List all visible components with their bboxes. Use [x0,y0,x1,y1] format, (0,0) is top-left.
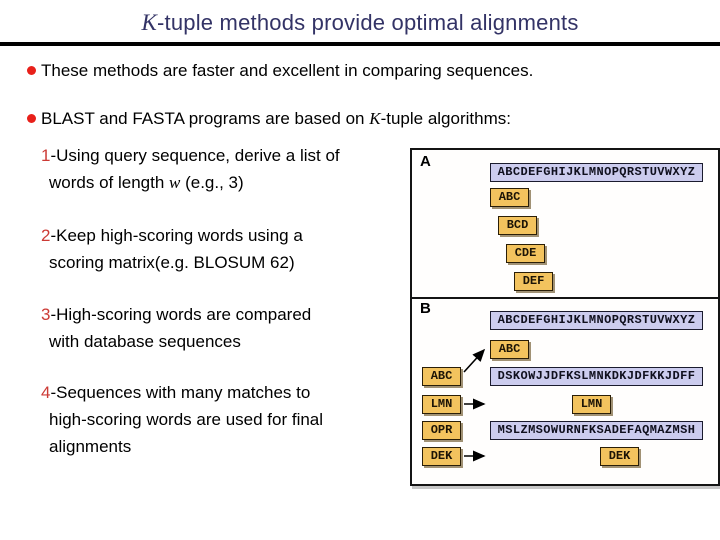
matched-word-box: ABC [490,340,529,359]
step-line: alignments [49,437,132,456]
step-line: 1-Using query sequence, derive a list of [41,146,340,166]
bullet-text: BLAST and FASTA programs are based on K-… [41,109,511,129]
step-line: scoring matrix(e.g. BLOSUM 62) [49,253,295,272]
step-text: words of length [49,173,170,192]
ktuple-figure: A ABCDEFGHIJKLMNOPQRSTUVWXYZ ABC BCD CDE… [410,148,720,486]
title-text: -tuple methods provide optimal alignment… [157,10,579,35]
step-line: 4-Sequences with many matches to [41,383,310,403]
step-line: high-scoring words are used for final [49,410,324,429]
title-divider-rule [0,42,720,46]
step-number: 3 [41,305,51,324]
query-word-box: OPR [422,421,461,440]
step-line: words of length w (e.g., 3) [49,173,244,193]
matched-word-box: LMN [572,395,611,414]
step-dash: - [50,226,57,245]
derived-word-box: DEF [514,272,553,291]
step-text: Keep high-scoring words using a [56,226,303,245]
step-dash: - [50,383,57,402]
bullet-text-post: -tuple algorithms: [380,109,511,128]
bullet-icon [27,66,36,75]
step-line: 3-High-scoring words are compared [41,305,311,325]
panel-divider [412,297,718,299]
bullet-text-pre: BLAST and FASTA programs are based on [41,109,370,128]
derived-word-box: ABC [490,188,529,207]
step-text: High-scoring words are compared [56,305,312,324]
match-arrows [463,348,486,462]
query-sequence-box: ABCDEFGHIJKLMNOPQRSTUVWXYZ [490,163,703,182]
step-number: 1 [41,146,51,165]
matched-word-box: DEK [600,447,639,466]
database-sequence-box: DSKOWJJDFKSLMNKDKJDFKKJDFF [490,367,703,386]
step-dash: - [50,146,57,165]
step-number: 4 [41,383,51,402]
panel-b-label: B [420,300,431,317]
step-dash: - [50,305,57,324]
match-arrow-icon [463,348,486,373]
derived-word-box: BCD [498,216,537,235]
step-italic-w: w [169,173,181,192]
bullet-italic-k: K [369,109,381,128]
query-word-box: DEK [422,447,461,466]
panel-a-label: A [420,153,431,170]
derived-word-box: CDE [506,244,545,263]
step-text: Using query sequence, derive a list of [56,146,340,165]
title-italic-k: K [141,10,157,35]
page-title: K-tuple methods provide optimal alignmen… [0,10,720,36]
bullet-text: These methods are faster and excellent i… [41,61,534,80]
step-text: Sequences with many matches to [56,383,311,402]
query-word-box: ABC [422,367,461,386]
database-sequence-box: ABCDEFGHIJKLMNOPQRSTUVWXYZ [490,311,703,330]
database-sequence-box: MSLZMSOWURNFKSADEFAQMAZMSH [490,421,703,440]
step-line: with database sequences [49,332,241,351]
bullet-icon [27,114,36,123]
step-text: (e.g., 3) [180,173,244,192]
query-word-box: LMN [422,395,461,414]
step-number: 2 [41,226,51,245]
step-line: 2-Keep high-scoring words using a [41,226,303,246]
